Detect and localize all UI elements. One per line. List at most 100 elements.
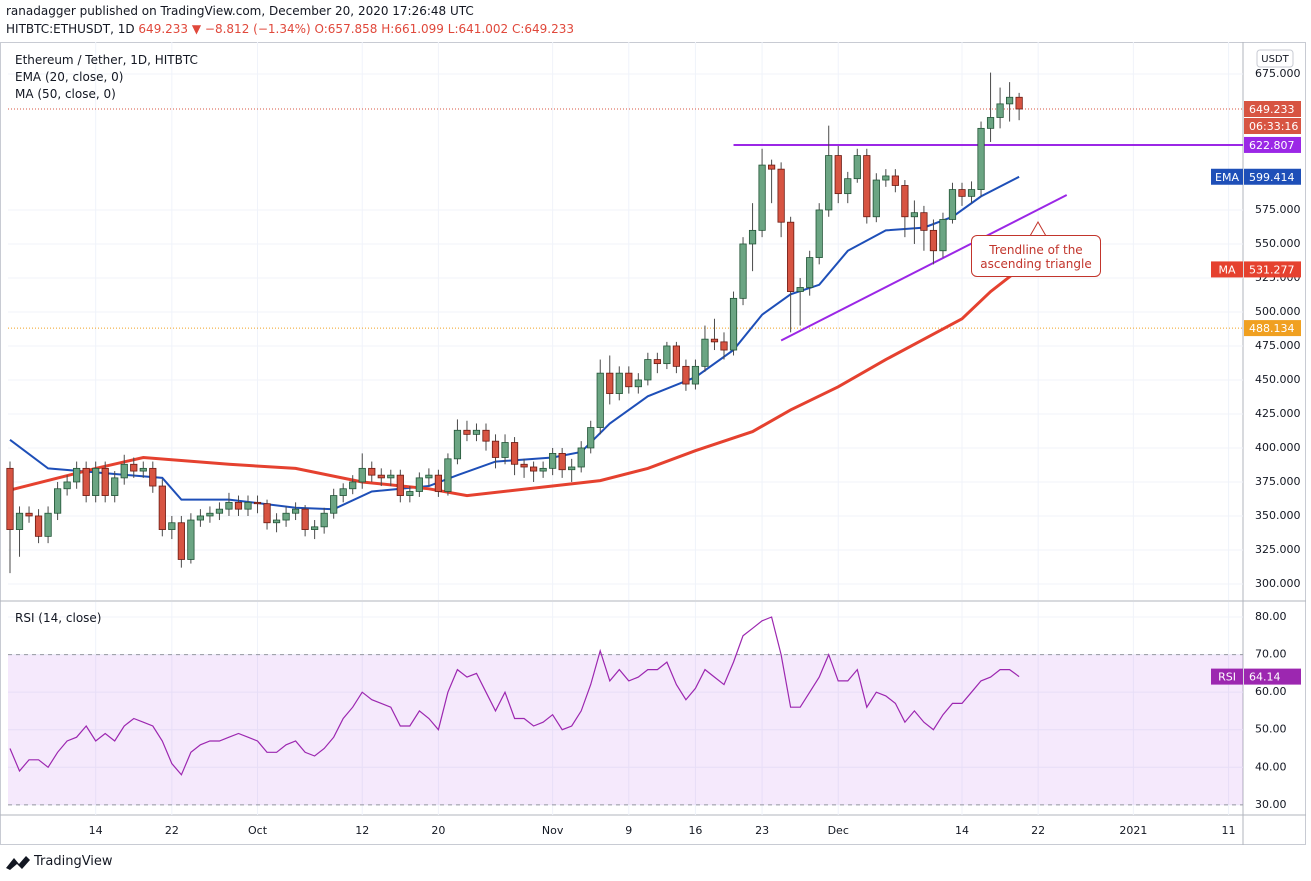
- indicator-label-tag: EMA: [1215, 171, 1239, 184]
- candle-body: [406, 491, 414, 496]
- y-tick-label: 425.000: [1255, 407, 1301, 420]
- y-tick-label: 575.000: [1255, 203, 1301, 216]
- candle-body: [63, 481, 71, 490]
- candle-body: [187, 519, 195, 560]
- candle-body: [701, 338, 709, 367]
- candle-body: [634, 379, 642, 388]
- x-tick-label: 2021: [1119, 824, 1147, 837]
- symbol-line: HITBTC:ETHUSDT, 1D 649.233 ▼ −8.812 (−1.…: [6, 22, 574, 36]
- indicator-label-tag-box: [1211, 261, 1243, 278]
- candle-body: [453, 429, 462, 460]
- annotation: Trendline of the ascending triangle: [971, 235, 1101, 277]
- candle-body: [54, 488, 62, 514]
- candle-body: [929, 229, 938, 252]
- rsi-tick-label: 50.00: [1255, 723, 1287, 736]
- symbol: HITBTC:ETHUSDT, 1D: [6, 22, 135, 36]
- rsi-tick-label: 70.00: [1255, 648, 1287, 661]
- candle-body: [549, 452, 557, 469]
- candle-body: [663, 345, 671, 365]
- candle-body: [625, 372, 633, 388]
- y-tick-label: 550.000: [1255, 237, 1301, 250]
- candle-body: [606, 372, 614, 394]
- rsi-label-tag-box: [1211, 668, 1243, 685]
- candle-body: [101, 467, 109, 496]
- candle-body: [672, 345, 681, 367]
- last-price-label: 649.233: [1249, 103, 1295, 116]
- candle-body: [920, 212, 928, 231]
- candle-body: [530, 466, 538, 472]
- candle-body: [691, 365, 700, 385]
- ohlc-high: H:661.099: [381, 22, 444, 36]
- annotation-pointer: [1029, 220, 1047, 237]
- candle-body: [253, 501, 262, 505]
- candle-body: [729, 297, 738, 351]
- legend-ma: MA (50, close, 0): [15, 87, 116, 101]
- candle-body: [330, 495, 338, 514]
- candle-body: [111, 477, 119, 496]
- candle-body: [82, 467, 90, 496]
- candle-body: [349, 481, 357, 490]
- candle-body: [901, 185, 909, 218]
- candle-body: [120, 463, 128, 479]
- currency: USDT: [1261, 54, 1289, 65]
- x-tick-label: Oct: [248, 824, 268, 837]
- candle-body: [558, 452, 566, 471]
- candle-body: [291, 508, 300, 514]
- y-tick-label: 375.000: [1255, 475, 1301, 488]
- candle-body: [806, 257, 814, 288]
- rsi-tick-label: 80.00: [1255, 610, 1287, 623]
- last-price: 649.233: [138, 22, 189, 36]
- rsi-band: [8, 654, 1243, 805]
- candle-body: [777, 168, 785, 223]
- indicator-label: 599.414: [1249, 171, 1295, 184]
- candle-body: [958, 189, 966, 197]
- indicator-label-box: [1244, 261, 1301, 278]
- candle-body: [368, 467, 376, 476]
- candle-body: [282, 512, 290, 521]
- candle-body: [863, 155, 871, 218]
- candle-body: [948, 189, 957, 220]
- candle-body: [510, 442, 519, 465]
- candle-body: [787, 221, 795, 292]
- candle-body: [206, 512, 214, 517]
- frame: [0, 42, 1306, 845]
- candle-body: [872, 179, 880, 218]
- y-tick-label: 400.000: [1255, 441, 1301, 454]
- candle-body: [710, 338, 719, 343]
- indicator-label-tag-box: [1211, 168, 1243, 185]
- candle-body: [967, 189, 976, 197]
- candle-body: [177, 522, 185, 560]
- x-tick-label: 22: [1031, 824, 1045, 837]
- candle-body: [444, 458, 452, 492]
- y-tick-label: 350.000: [1255, 509, 1301, 522]
- chart-title: Ethereum / Tether, 1D, HITBTC: [15, 53, 198, 67]
- candle-body: [501, 442, 509, 458]
- candle-body: [596, 372, 604, 428]
- resistance-label: 622.807: [1249, 139, 1295, 152]
- candle-body: [272, 519, 281, 524]
- ohlc-close: C:649.233: [511, 22, 575, 36]
- indicator-label-tag: MA: [1218, 263, 1235, 276]
- ohlc-open: O:657.858: [314, 22, 378, 36]
- y-tick-label: 325.000: [1255, 543, 1301, 556]
- rsi-tick-label: 30.00: [1255, 798, 1287, 811]
- level-label-box: [1244, 320, 1301, 337]
- last-price-label-box: [1244, 101, 1301, 118]
- candle-body: [396, 474, 404, 496]
- candle-body: [1015, 96, 1023, 110]
- y-tick-label: 500.000: [1255, 305, 1301, 318]
- rsi-tick-label: 60.00: [1255, 685, 1287, 698]
- candle-body: [215, 508, 224, 514]
- resistance-label-box: [1244, 136, 1301, 153]
- candle-body: [168, 522, 176, 530]
- candle-body: [92, 467, 100, 496]
- rsi-label-tag: RSI: [1218, 671, 1236, 684]
- candle-body: [796, 287, 804, 292]
- candle-body: [339, 488, 347, 496]
- x-tick-label: 9: [625, 824, 632, 837]
- candle-body: [834, 155, 842, 195]
- candle-body: [491, 440, 500, 458]
- candle-body: [1006, 96, 1014, 105]
- x-tick-label: 16: [688, 824, 702, 837]
- candle-body: [34, 515, 43, 537]
